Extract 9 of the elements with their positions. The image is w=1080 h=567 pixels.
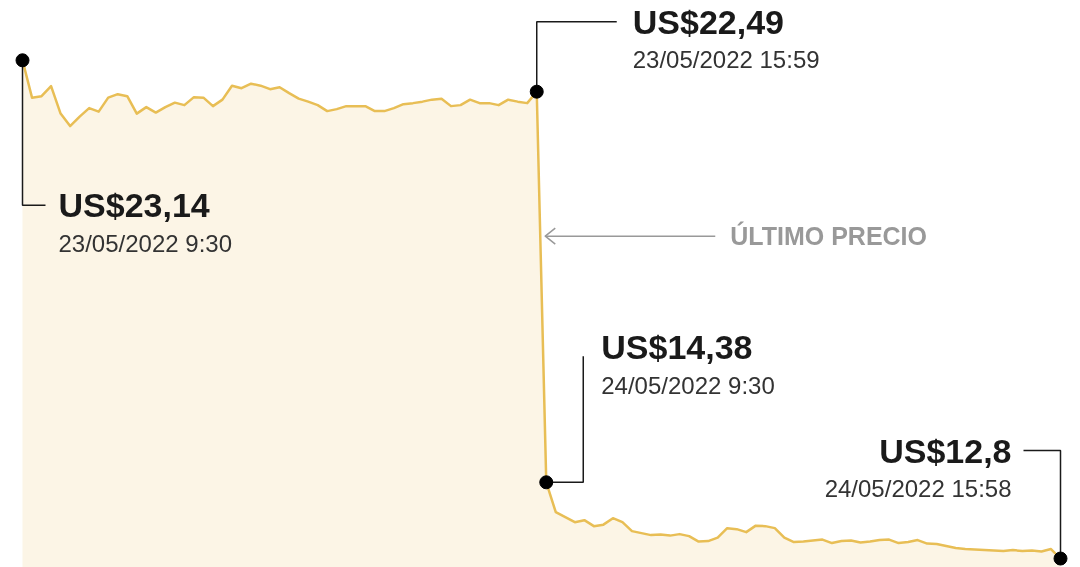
annotation: 24/05/2022 9:30: [601, 371, 775, 399]
annotation: 23/05/2022 9:30: [58, 229, 232, 257]
annotation: US$23,14: [58, 186, 210, 225]
text: US$22,49: [632, 2, 784, 41]
annotation: US$14,38: [601, 328, 753, 367]
annotation: 24/05/2022 15:58: [824, 475, 1012, 503]
annotation: US$12,8: [879, 431, 1012, 470]
annotation: 23/05/2022 15:59: [632, 46, 820, 74]
annotation: ÚLTIMO PRECIO: [730, 221, 928, 251]
